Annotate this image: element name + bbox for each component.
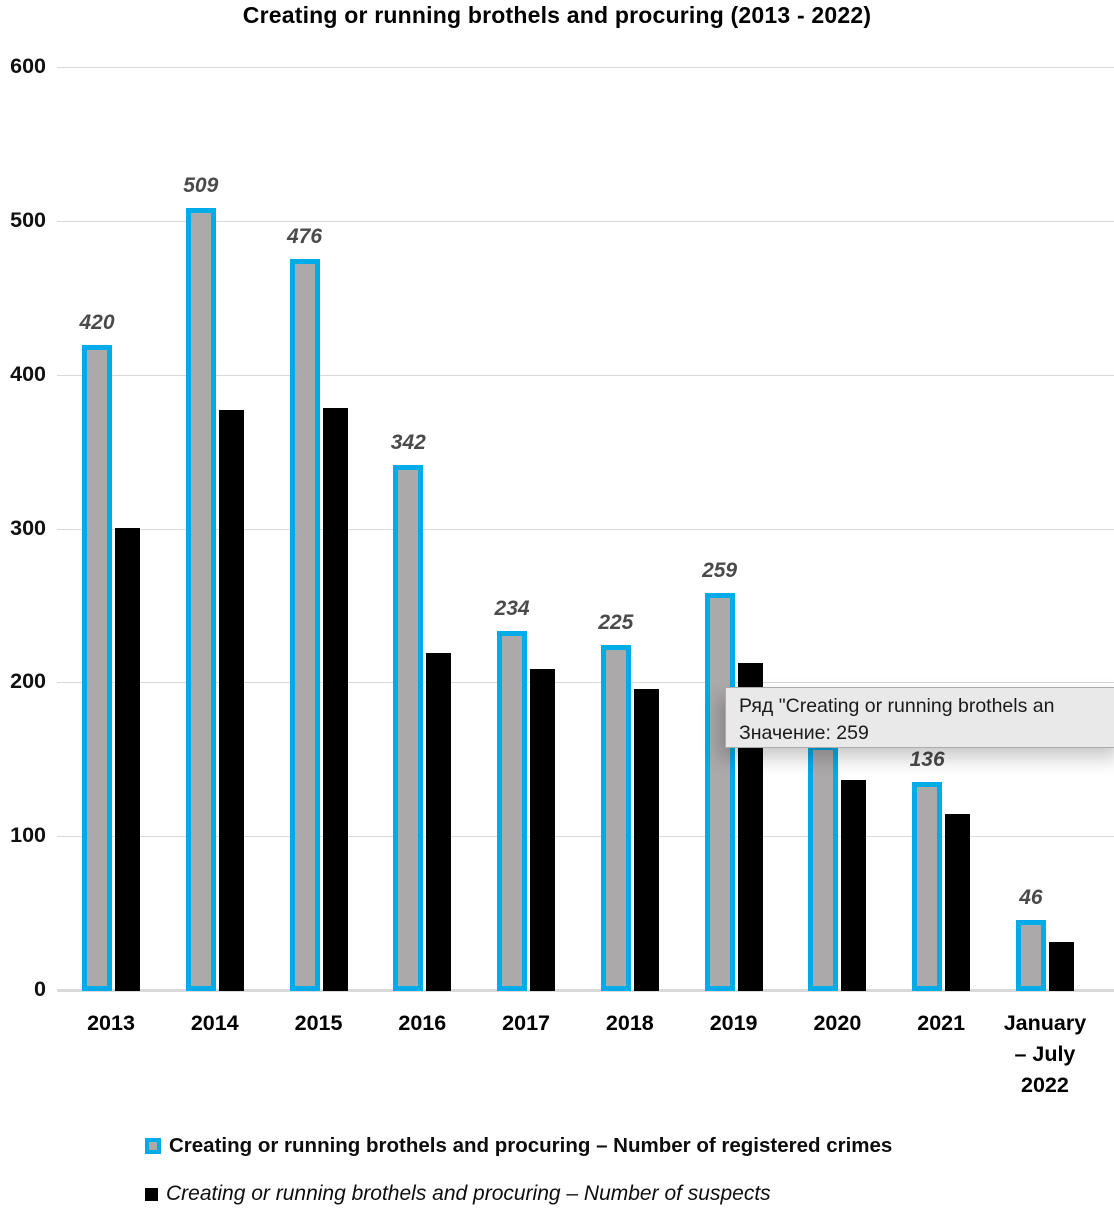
chart-title: Creating or running brothels and procuri… (242, 2, 872, 28)
bar-suspects-2018[interactable] (633, 689, 659, 991)
bar-registered-crimes-2016[interactable] (393, 464, 424, 991)
bar-suspects-2016[interactable] (426, 652, 452, 991)
x-axis-label-2015: 2015 (294, 1011, 343, 1035)
bar-suspects-2015[interactable] (322, 407, 348, 991)
data-label-registered-crimes-2016: 342 (390, 430, 426, 454)
legend-item-suspects[interactable]: Creating or running brothels and procuri… (145, 1180, 771, 1208)
x-axis-label-2021: 2021 (917, 1011, 966, 1035)
x-axis-label-2013: 2013 (87, 1011, 135, 1035)
x-axis-label-2017: 2017 (502, 1011, 550, 1035)
y-axis-label-300: 300 (10, 515, 46, 540)
bar-registered-crimes-2014[interactable] (185, 208, 216, 991)
bar-suspects-2021[interactable] (945, 814, 971, 991)
legend-label-registered-crimes: Creating or running brothels and procuri… (169, 1134, 893, 1157)
data-label-registered-crimes-2014: 509 (183, 174, 219, 197)
gridline-200 (57, 682, 1114, 684)
tooltip-series-line: Ряд "Creating or running brothels an (739, 695, 1055, 717)
data-label-registered-crimes-2013: 420 (79, 310, 115, 334)
data-label-registered-crimes-2015: 476 (287, 224, 323, 248)
x-axis-baseline (57, 988, 1114, 992)
x-axis-label-january-july-2022: January – July 2022 (1003, 1011, 1087, 1097)
bar-registered-crimes-january-july-2022[interactable] (1015, 920, 1046, 991)
legend-marker-registered-crimes (145, 1138, 161, 1154)
bar-suspects-2020[interactable] (841, 780, 867, 991)
y-axis-label-400: 400 (10, 361, 46, 386)
chart-tooltip: Ряд "Creating or running brothels an Зна… (725, 687, 1114, 748)
bar-registered-crimes-2019[interactable] (704, 592, 735, 991)
bar-registered-crimes-2013[interactable] (82, 344, 112, 991)
x-axis-label-2018: 2018 (605, 1011, 654, 1035)
bar-suspects-2013[interactable] (115, 527, 140, 991)
legend-label-suspects: Creating or running brothels and procuri… (166, 1182, 771, 1205)
gridline-300 (57, 528, 1114, 530)
y-axis-label-100: 100 (10, 823, 46, 848)
y-axis-label-600: 600 (10, 54, 46, 79)
bar-registered-crimes-2020[interactable] (808, 744, 839, 991)
legend-marker-suspects (145, 1187, 158, 1201)
bar-registered-crimes-2015[interactable] (289, 258, 320, 991)
gridline-100 (57, 836, 1114, 838)
x-axis-label-2016: 2016 (398, 1011, 447, 1035)
x-axis-label-2014: 2014 (190, 1011, 239, 1035)
data-label-registered-crimes-2017: 234 (494, 597, 530, 621)
bar-suspects-january-july-2022[interactable] (1048, 941, 1074, 991)
gridline-600 (57, 67, 1114, 69)
legend-item-registered-crimes[interactable]: Creating or running brothels and procuri… (145, 1132, 892, 1160)
data-label-registered-crimes-2021: 136 (909, 747, 945, 771)
y-axis-label-0: 0 (34, 977, 46, 1001)
bar-suspects-2014[interactable] (218, 409, 244, 991)
bar-registered-crimes-2018[interactable] (600, 644, 631, 991)
data-label-registered-crimes-january-july-2022: 46 (1019, 886, 1043, 910)
y-axis-label-500: 500 (10, 207, 46, 232)
tooltip-value-line: Значение: 259 (739, 722, 869, 744)
data-label-registered-crimes-2018: 225 (598, 610, 634, 634)
y-axis-label-200: 200 (10, 669, 46, 694)
bar-registered-crimes-2017[interactable] (497, 631, 528, 991)
gridline-500 (57, 220, 1114, 222)
bar-registered-crimes-2021[interactable] (912, 781, 943, 991)
gridline-400 (57, 374, 1114, 376)
bar-suspects-2017[interactable] (530, 669, 556, 991)
x-axis-label-2020: 2020 (813, 1011, 862, 1035)
data-label-registered-crimes-2019: 259 (702, 558, 738, 582)
x-axis-label-2019: 2019 (709, 1011, 758, 1035)
